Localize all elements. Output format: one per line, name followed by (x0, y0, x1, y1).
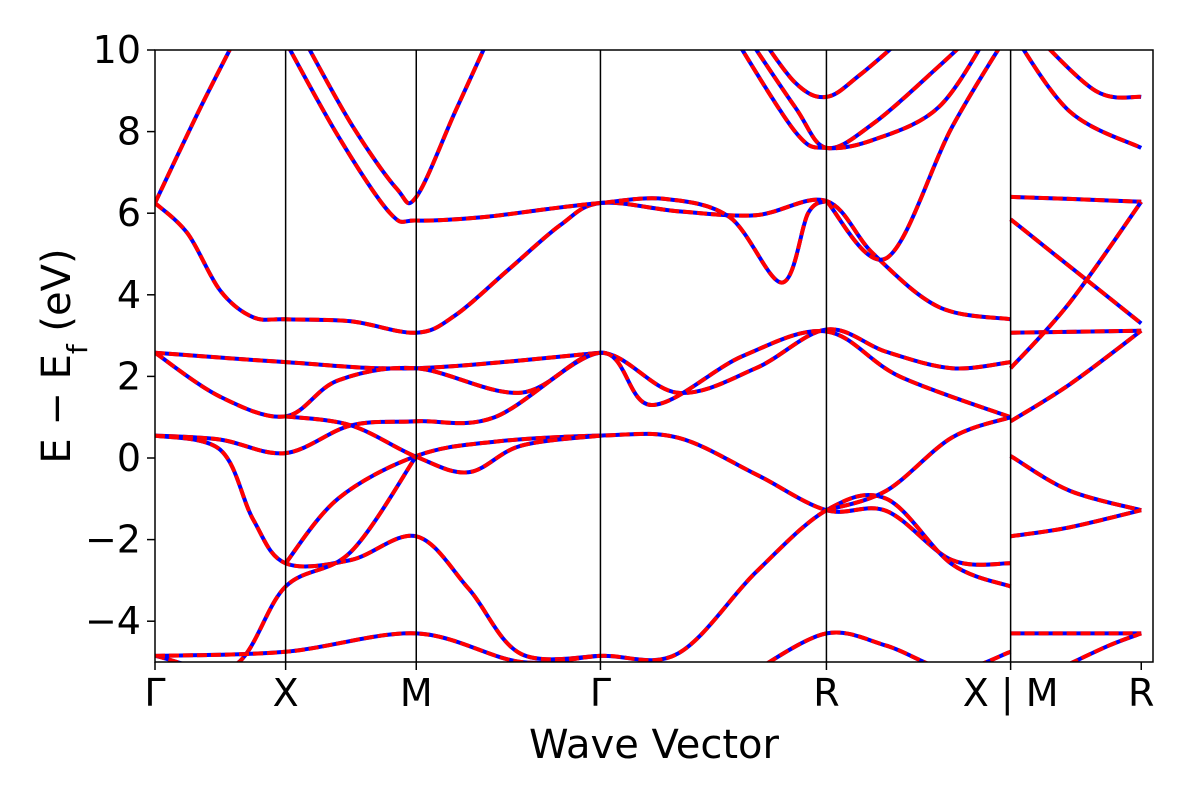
band-line-red-12 (825, 415, 1012, 513)
x-tick-label-5: X | M (963, 671, 1059, 716)
band-line-red-19 (1009, 217, 1143, 325)
kpoint-lines (284, 50, 1012, 662)
band-line-blue-2 (307, 50, 486, 206)
x-tick-label-6: R (1128, 671, 1154, 715)
x-tick-label-1: X (273, 671, 299, 715)
band-line-blue-5 (155, 327, 1011, 419)
band-line-blue-23 (1009, 454, 1142, 513)
band-line-red-9 (285, 414, 601, 475)
band-line-red-0 (155, 50, 232, 204)
band-line-red-23 (1009, 454, 1142, 513)
band-line-red-4 (155, 350, 601, 371)
band-line-red-14 (754, 50, 960, 151)
band-line-red-11 (155, 493, 1012, 662)
x-tick-label-3: Γ (590, 671, 611, 715)
band-line-red-17 (824, 50, 1001, 262)
band-line-red-15 (740, 50, 982, 151)
x-ticks: Γ X M Γ R X | M R (144, 662, 1154, 716)
band-line-red-8 (284, 431, 1011, 567)
y-ticks: −4 −2 0 2 4 6 8 10 (85, 28, 155, 643)
x-axis-label: Wave Vector (529, 722, 780, 768)
x-tick-label-4: R (813, 671, 839, 715)
y-tick-label-2: 0 (117, 436, 141, 480)
band-line-red-18 (1010, 194, 1142, 204)
band-line-red-22 (1009, 329, 1143, 423)
y-tick-label-4: 4 (117, 273, 141, 317)
band-line-blue-14 (754, 50, 960, 151)
band-line-red-1 (155, 197, 1011, 335)
band-line-red-26 (1021, 50, 1143, 150)
band-line-red-3 (287, 50, 828, 285)
y-tick-label-5: 6 (117, 191, 141, 235)
band-line-red-13 (765, 630, 1012, 662)
y-tick-label-0: −4 (85, 599, 141, 643)
band-line-blue-26 (1021, 50, 1143, 150)
y-tick-label-1: −2 (85, 518, 141, 562)
band-line-red-27 (1047, 50, 1142, 100)
band-line-red-20 (1010, 328, 1142, 335)
band-line-blue-9 (285, 414, 601, 475)
band-line-blue-8 (284, 431, 1011, 567)
y-tick-label-3: 2 (117, 354, 141, 398)
band-line-red-5 (155, 327, 1011, 419)
x-tick-label-2: M (400, 671, 433, 715)
y-tick-label-7: 10 (93, 28, 141, 72)
band-line-red-24 (1010, 508, 1142, 539)
y-tick-label-6: 8 (117, 110, 141, 154)
band-line-red-2 (307, 50, 486, 206)
band-line-blue-13 (765, 630, 1012, 662)
band-line-blue-1 (155, 197, 1011, 335)
band-line-blue-11 (155, 493, 1012, 662)
y-axis-label: E − Ef (eV) (34, 248, 94, 463)
x-tick-label-0: Γ (144, 671, 165, 715)
band-line-red-28 (1068, 631, 1142, 662)
band-line-red-21 (1009, 200, 1143, 370)
band-line-blue-3 (287, 50, 828, 285)
plot-frame (154, 49, 1154, 663)
band-line-red-7 (155, 433, 601, 662)
